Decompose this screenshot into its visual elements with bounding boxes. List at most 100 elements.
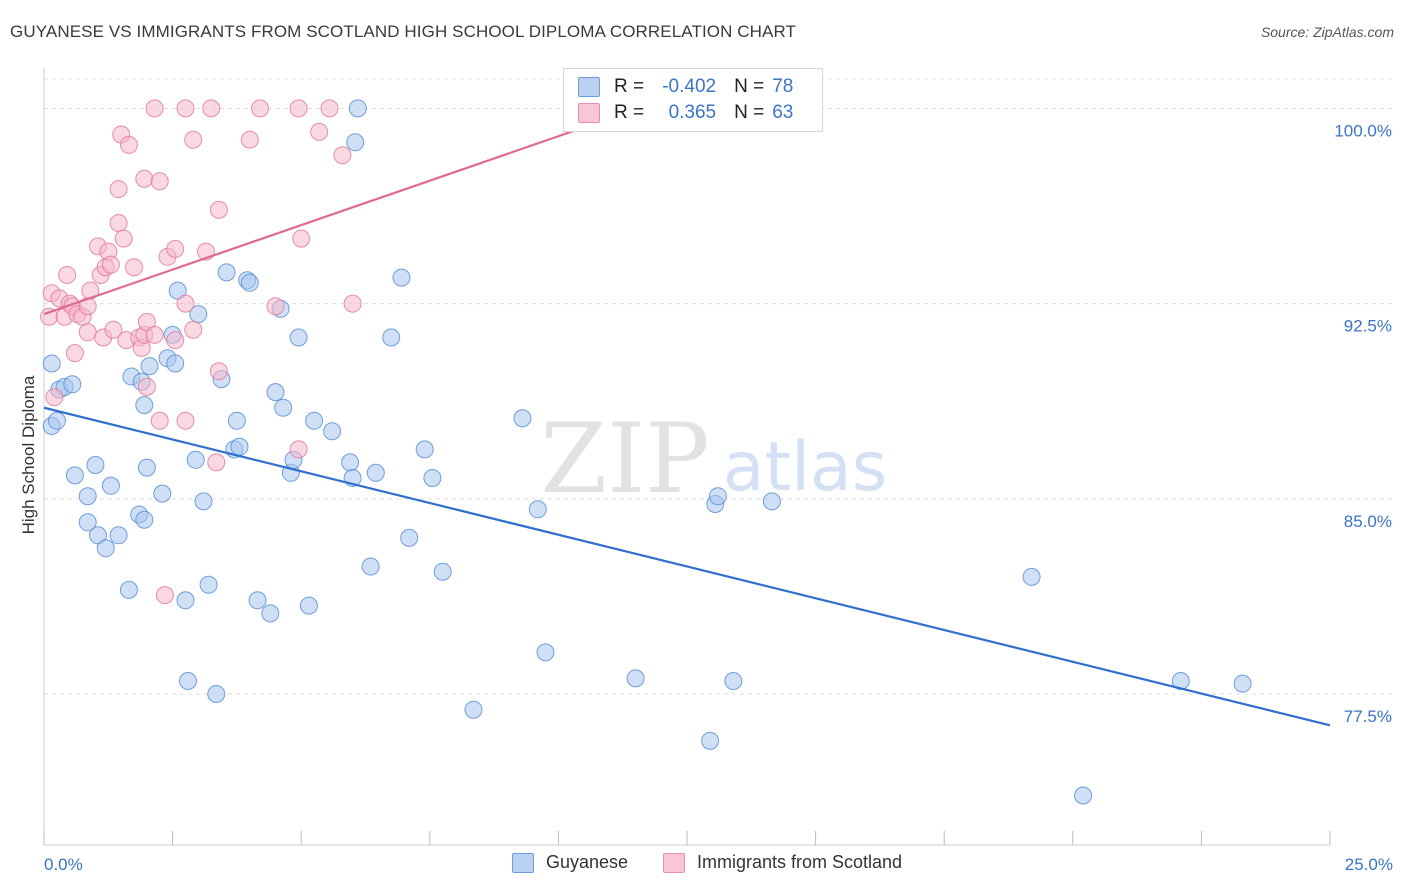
guyanese-point — [423, 469, 442, 487]
scotland-point — [145, 325, 164, 344]
guyanese-point — [1074, 786, 1093, 805]
y-axis-label: High School Diploma — [19, 375, 38, 534]
guyanese-point — [415, 440, 434, 459]
guyanese-point — [289, 328, 308, 347]
scotland-point — [320, 99, 339, 118]
guyanese-point — [176, 591, 195, 610]
series-legend-label: Guyanese — [546, 852, 629, 872]
guyanese-point — [179, 672, 197, 690]
scotland-point — [137, 377, 156, 396]
guyanese-point — [101, 476, 120, 495]
legend-n-label: N = — [734, 102, 765, 123]
guyanese-point — [240, 273, 259, 292]
source-note: Source: ZipAtlas.com — [1260, 24, 1394, 40]
scotland-point — [184, 130, 203, 149]
scotland-point — [251, 99, 269, 118]
scotland-point — [176, 411, 195, 430]
scotland-point — [292, 229, 311, 248]
scotland-point — [135, 169, 154, 188]
guyanese-point — [199, 575, 218, 594]
y-tick-label: 85.0% — [1344, 512, 1392, 531]
legend-swatch-blue — [578, 77, 600, 97]
guyanese-point — [708, 487, 727, 506]
scotland-point — [109, 180, 128, 199]
guyanese-point — [230, 437, 249, 456]
scotland-point — [207, 453, 226, 472]
guyanese-point — [78, 513, 97, 532]
guyanese-point — [78, 487, 97, 506]
scotland-trend-line — [43, 99, 662, 316]
scotland-point — [343, 294, 362, 313]
guyanese-point — [366, 463, 385, 482]
guyanese-point — [513, 409, 532, 428]
scotland-point — [176, 294, 195, 313]
legend-n-value: 63 — [772, 102, 794, 123]
guyanese-point — [135, 510, 154, 529]
guyanese-point — [400, 528, 419, 547]
trend-lines — [43, 99, 1331, 727]
guyanese-point — [65, 466, 84, 485]
series-swatch-pink — [663, 852, 685, 873]
scotland-point — [310, 122, 329, 141]
guyanese-point — [274, 398, 293, 417]
scotland-point — [145, 99, 164, 118]
guyanese-point — [261, 604, 280, 623]
scotland-point — [176, 99, 195, 118]
guyanese-point — [168, 281, 187, 300]
guyanese-point — [724, 672, 743, 690]
guyanese-point — [248, 591, 267, 610]
guyanese-point — [63, 375, 82, 394]
scotland-point — [266, 297, 285, 316]
guyanese-point — [433, 562, 452, 581]
legend-row-scotland: R = 0.365 N = 63 — [578, 101, 793, 125]
guyanese-point — [464, 700, 483, 719]
watermark: ZIP atlas — [540, 403, 887, 515]
guyanese-point — [207, 685, 226, 703]
guyanese-point — [348, 99, 367, 118]
chart-title: GUYANESE VS IMMIGRANTS FROM SCOTLAND HIG… — [10, 22, 797, 41]
axes — [43, 68, 1331, 846]
y-tick-label: 100.0% — [1334, 121, 1392, 140]
scotland-point — [114, 229, 133, 248]
guyanese-point — [1233, 674, 1252, 693]
scotland-point — [65, 344, 84, 363]
scotland-point — [125, 258, 143, 277]
guyanese-point — [42, 354, 61, 373]
scotland-point — [109, 214, 128, 232]
scotland-point — [289, 440, 308, 459]
series-legend-scotland: Immigrants from Scotland — [663, 852, 902, 873]
scotland-point — [101, 255, 120, 274]
guyanese-point — [109, 526, 128, 545]
scotland-point — [289, 99, 308, 118]
guyanese-point — [194, 492, 213, 511]
scotland-point — [104, 320, 123, 339]
tick-labels: 77.5% 85.0% 92.5% 100.0% 0.0% 25.0% — [44, 121, 1393, 874]
guyanese-point — [346, 133, 365, 152]
guyanese-point — [135, 396, 154, 415]
scotland-point — [78, 323, 97, 342]
guyanese-point — [217, 263, 236, 282]
scotland-point — [333, 146, 352, 165]
guyanese-point — [1022, 567, 1041, 586]
data-points — [40, 99, 1252, 805]
series-legend-guyanese: Guyanese — [512, 852, 628, 873]
scotland-point — [150, 172, 169, 191]
y-tick-label: 92.5% — [1344, 317, 1392, 336]
scotland-point — [202, 99, 221, 118]
watermark-zip: ZIP — [540, 403, 709, 515]
grid-lines — [44, 78, 1392, 695]
legend-r-label: R = — [614, 76, 645, 97]
guyanese-point — [96, 539, 115, 558]
scotland-point — [150, 411, 169, 430]
guyanese-point — [626, 669, 645, 688]
series-legend-label: Immigrants from Scotland — [697, 852, 903, 872]
scotland-point — [166, 331, 185, 350]
guyanese-point — [166, 354, 185, 373]
scotland-point — [45, 388, 64, 407]
scotland-point — [209, 200, 228, 219]
guyanese-point — [528, 500, 547, 519]
guyanese-point — [323, 422, 342, 441]
correlation-legend: R = -0.402 N = 78 R = 0.365 N = 63 — [563, 68, 823, 132]
x-tick-label: 25.0% — [1345, 855, 1393, 874]
